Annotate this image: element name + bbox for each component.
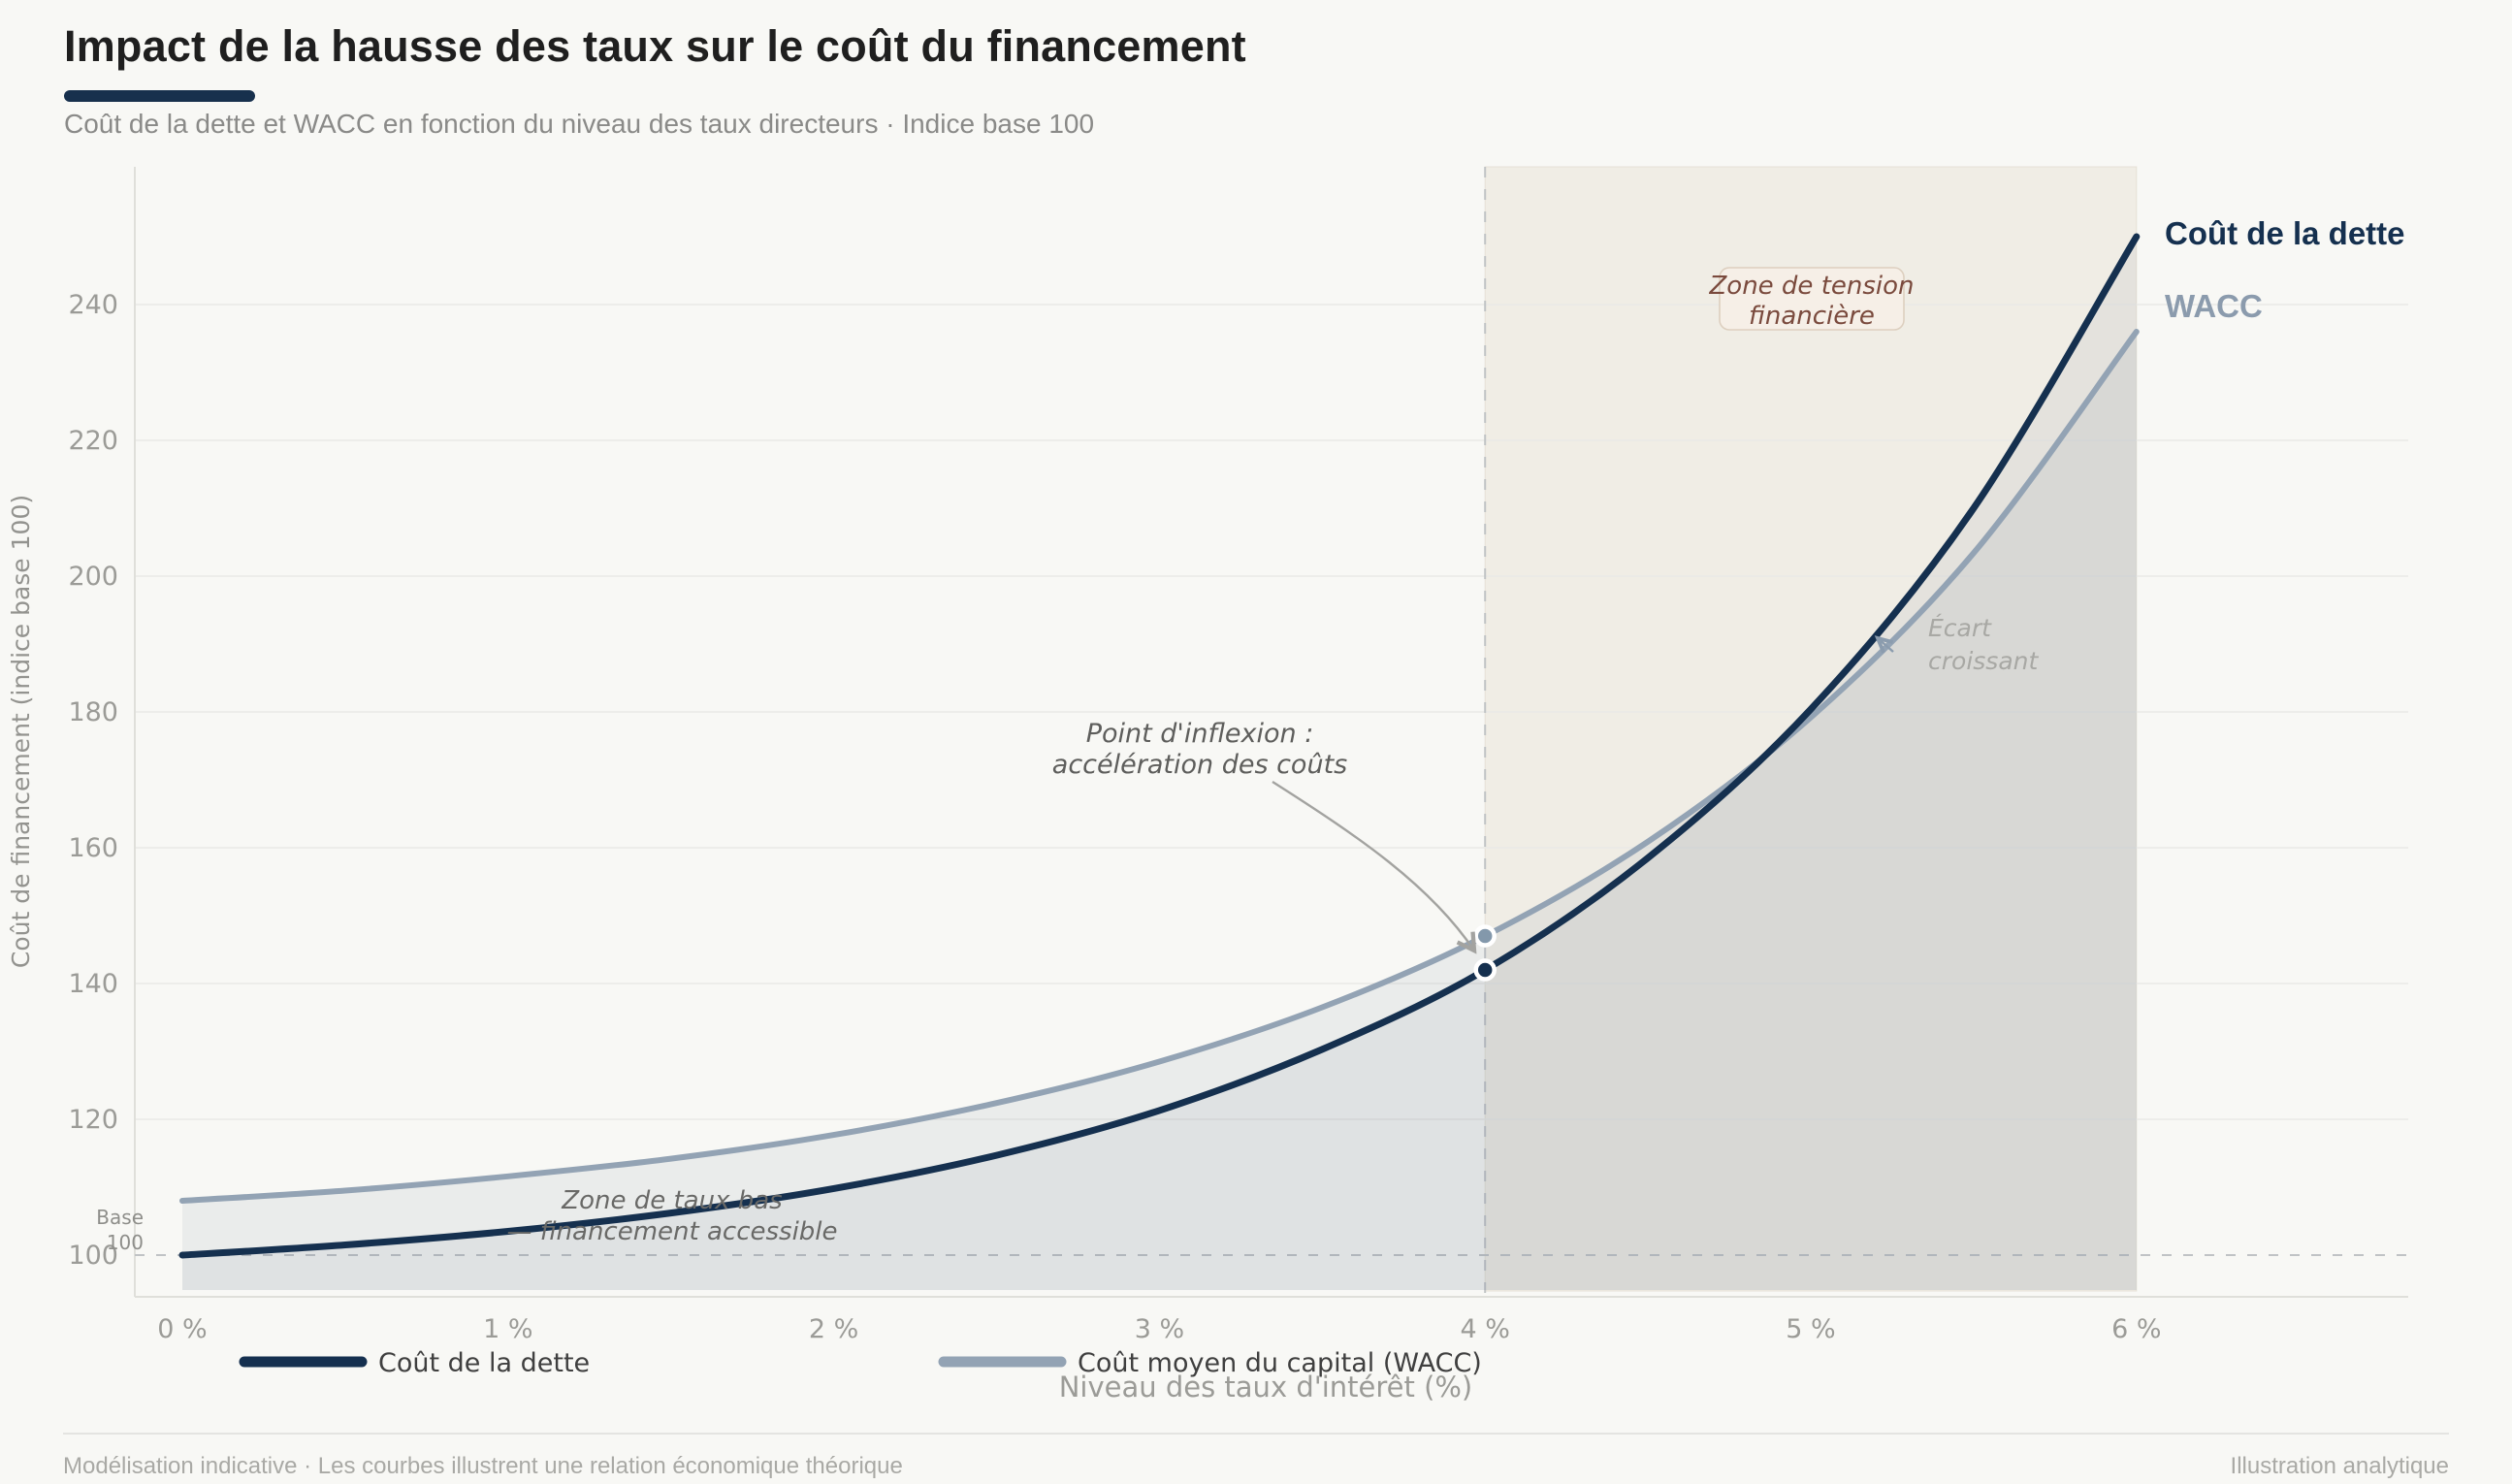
y-tick-label: 220 <box>68 426 118 456</box>
wacc-area-fill <box>182 332 2137 1290</box>
tension-zone-label-line2: financière <box>1749 302 1875 331</box>
gridlines <box>135 304 2408 1120</box>
debt-inflection-dot <box>1473 958 1497 982</box>
footer-tag: Illustration analytique <box>2230 1453 2449 1479</box>
inflection-arrow <box>1272 780 1477 954</box>
footer-divider <box>63 1433 2449 1435</box>
y-tick-label: 240 <box>68 290 118 320</box>
x-tick-label: 3 % <box>1135 1314 1184 1344</box>
x-tick-label: 6 % <box>2111 1314 2161 1344</box>
x-tick-label: 4 % <box>1460 1314 1509 1344</box>
debt-curve-end-label: Coût de la dette <box>2165 215 2405 251</box>
y-tick-label: 200 <box>68 562 118 592</box>
y-tick-label: 100 <box>68 1241 118 1271</box>
x-tick-label: 0 % <box>157 1314 207 1344</box>
y-axis-title: Coût de financement (indice base 100) <box>7 495 35 968</box>
debt-curve <box>178 233 2141 1259</box>
gap-label-line2: croissant <box>1928 647 2039 675</box>
y-tick-label: 120 <box>68 1105 118 1135</box>
y-tick-label: 180 <box>68 697 118 727</box>
low-rate-zone-label-line2: — financement accessible <box>506 1217 837 1246</box>
y-tick-label: 140 <box>68 969 118 999</box>
footer-note: Modélisation indicative · Les courbes il… <box>63 1453 903 1479</box>
x-tick-label: 5 % <box>1786 1314 1835 1344</box>
inflection-label-line2: accélération des coûts <box>1052 750 1347 780</box>
legend-wacc-label: Coût moyen du capital (WACC) <box>1078 1348 1482 1378</box>
page-title: Impact de la hausse des taux sur le coût… <box>64 21 1246 71</box>
legend: Coût de la dette Coût moyen du capital (… <box>239 1348 1482 1378</box>
inflection-label-line1: Point d'inflexion : <box>1086 719 1314 749</box>
x-tick-label: 1 % <box>483 1314 532 1344</box>
legend-debt-label: Coût de la dette <box>378 1348 590 1378</box>
tension-zone-label-line1: Zone de tension <box>1708 272 1914 301</box>
title-accent-bar <box>64 90 255 102</box>
wacc-curve <box>179 329 2140 1204</box>
x-tick-label: 2 % <box>809 1314 858 1344</box>
y-tick-label: 160 <box>68 833 118 863</box>
gap-label-line1: Écart <box>1928 614 1992 642</box>
low-rate-zone-label-line1: Zone de taux bas <box>561 1186 782 1215</box>
base-100-label-line1: Base <box>96 1206 144 1229</box>
curves <box>178 233 2141 1259</box>
subtitle: Coût de la dette et WACC en fonction du … <box>64 109 1095 139</box>
x-axis-tick-labels: 0 % 1 % 2 % 3 % 4 % 5 % 6 % <box>157 1314 2161 1344</box>
base-100-label-line2: 100 <box>107 1231 144 1254</box>
y-axis-tick-labels: 100 120 140 160 180 200 220 240 <box>68 290 118 1271</box>
wacc-inflection-dot <box>1473 924 1497 948</box>
wacc-curve-end-label: WACC <box>2165 288 2263 324</box>
debt-area-fill <box>182 237 2137 1290</box>
tension-zone-box <box>1719 267 1905 331</box>
area-fills <box>182 237 2137 1290</box>
gap-arrow <box>1874 635 1894 654</box>
x-axis-title: Niveau des taux d'intérêt (%) <box>1059 1371 1473 1403</box>
tension-zone-shading <box>1484 166 2138 1292</box>
